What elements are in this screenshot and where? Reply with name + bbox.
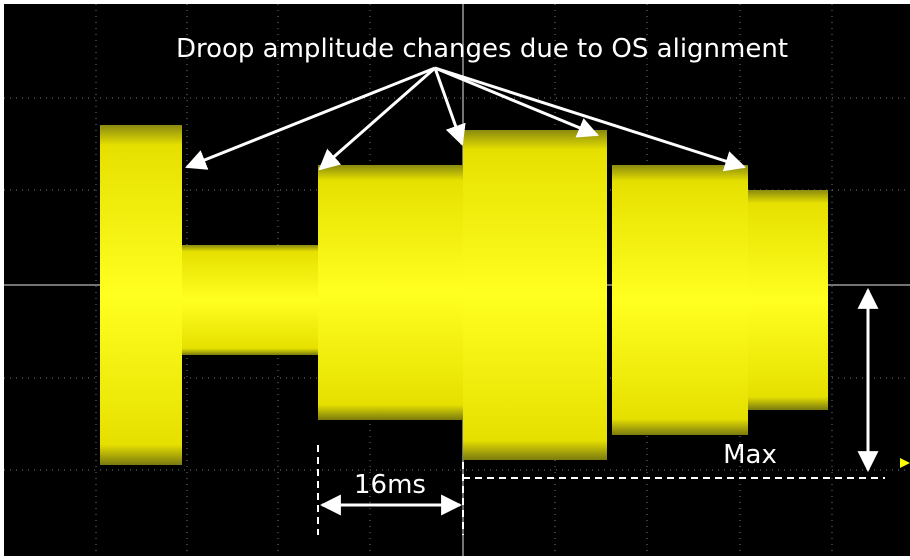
page: Droop amplitude changes due to OS alignm… [0,0,910,560]
duration-label: 16ms [354,470,426,500]
scope-screen: Droop amplitude changes due to OS alignm… [0,0,910,560]
annotation-title: Droop amplitude changes due to OS alignm… [176,34,788,64]
max-label: Max [723,440,777,470]
